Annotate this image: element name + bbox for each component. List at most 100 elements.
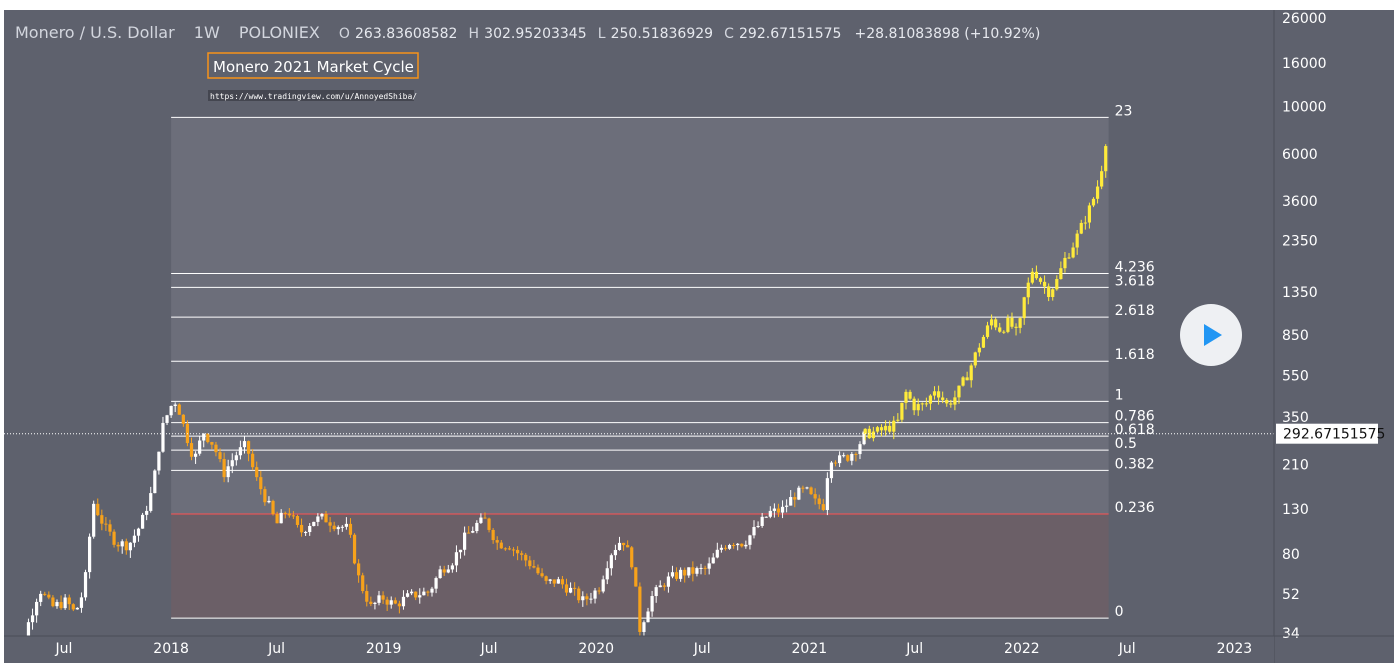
- projection-candle: [1079, 219, 1083, 235]
- history-candle: [426, 590, 430, 597]
- chart-area[interactable]: 23 4.236 3.618 2.618 1.618 1 0.786 0.618 0.5 0.38…: [4, 10, 1394, 663]
- candle-body: [511, 549, 516, 551]
- history-candle: [552, 579, 556, 587]
- history-candle: [487, 517, 491, 533]
- history-candle: [35, 598, 39, 623]
- candle-body: [1042, 281, 1047, 287]
- history-candle: [198, 435, 202, 456]
- projection-candle: [1018, 317, 1022, 334]
- candle-body: [711, 557, 715, 564]
- chart-canvas[interactable]: 234.2363.6182.6181.61810.7860.6180.50.38…: [4, 10, 1394, 663]
- projection-candle: [1059, 261, 1063, 280]
- candle-body: [507, 548, 512, 550]
- candle-body: [1051, 289, 1055, 298]
- candle-body: [658, 585, 662, 588]
- history-candle: [744, 540, 748, 549]
- candle-body: [471, 531, 475, 533]
- candle-body: [1083, 222, 1087, 224]
- candle-body: [401, 596, 406, 607]
- candle-body: [165, 415, 169, 423]
- projection-candle: [1083, 215, 1087, 230]
- candle-body: [1006, 317, 1010, 332]
- candle-body: [936, 391, 941, 398]
- x-tick-label: 2020: [578, 641, 614, 657]
- candle-body: [748, 535, 752, 545]
- candle-body: [772, 508, 776, 511]
- history-candle: [670, 565, 675, 579]
- candle-body: [666, 576, 671, 587]
- candle-body: [548, 579, 552, 581]
- candle-body: [817, 498, 821, 505]
- history-candle: [740, 543, 744, 548]
- candle-body: [920, 403, 924, 405]
- candle-body: [994, 319, 998, 328]
- candle-body: [63, 597, 67, 609]
- play-button[interactable]: [1180, 304, 1242, 366]
- history-candle: [532, 559, 536, 569]
- candle-body: [475, 522, 479, 532]
- time-axis[interactable]: Jul 2018 Jul 2019 Jul 2020 Jul 2021 Jul 2022 Jul 20…: [4, 635, 1394, 663]
- candle-body: [251, 453, 255, 468]
- candle-body: [756, 525, 760, 528]
- history-candle: [723, 545, 728, 551]
- history-candle: [683, 567, 687, 583]
- history-candle: [821, 498, 825, 512]
- candle-body: [732, 544, 736, 546]
- candle-body: [719, 547, 723, 550]
- candle-body: [35, 601, 39, 616]
- history-candle: [748, 534, 752, 550]
- history-candle: [96, 498, 100, 517]
- history-candle: [793, 492, 797, 508]
- candle-body: [953, 397, 957, 405]
- history-candle: [687, 567, 691, 578]
- fib-label-1: 1: [1115, 387, 1124, 403]
- history-candle: [63, 594, 67, 610]
- candle-body: [418, 595, 422, 598]
- projection-candle: [1104, 144, 1108, 178]
- candle-body: [352, 534, 357, 564]
- candle-body: [908, 391, 912, 399]
- price-axis[interactable]: 26000 16000 10000 6000 3600 2350 1350 850 550 350…: [1282, 11, 1327, 642]
- history-candle: [707, 557, 711, 575]
- candle-body: [985, 325, 990, 337]
- fib-label-3-618: 3.618: [1115, 273, 1155, 289]
- candle-body: [1038, 278, 1043, 282]
- candle-body: [43, 593, 47, 595]
- history-candle: [768, 506, 772, 519]
- candle-body: [157, 451, 161, 471]
- history-candle: [430, 586, 434, 597]
- price-tag-label: 292.67151575: [1283, 427, 1385, 443]
- projection-candle: [871, 426, 875, 442]
- annotation-title-box[interactable]: Monero 2021 Market Cycle: [207, 52, 419, 79]
- history-candle: [577, 586, 581, 604]
- history-candle: [560, 575, 565, 589]
- history-candle: [389, 596, 393, 609]
- history-candle: [39, 590, 43, 607]
- fib-label-0-382: 0.382: [1115, 456, 1155, 472]
- annotation-url-box[interactable]: https://www.tradingview.com/u/AnnoyedShi…: [208, 90, 417, 101]
- candle-body: [438, 569, 442, 579]
- history-candle: [605, 561, 609, 585]
- history-candle: [405, 590, 410, 598]
- history-candle: [324, 511, 328, 523]
- candle-body: [797, 487, 801, 500]
- history-candle: [279, 509, 283, 524]
- history-candle: [511, 547, 516, 557]
- history-candle: [291, 511, 296, 520]
- candle-body: [1059, 268, 1063, 280]
- candle-body: [715, 549, 719, 558]
- candle-body: [601, 579, 605, 592]
- history-candle: [467, 526, 471, 534]
- candle-body: [760, 516, 764, 526]
- candle-body: [1071, 247, 1075, 258]
- low-label: L: [598, 26, 606, 42]
- candle-body: [487, 518, 491, 530]
- candle-body: [829, 462, 834, 479]
- history-candle: [422, 587, 426, 596]
- candle-body: [291, 515, 296, 517]
- candle-body: [499, 542, 503, 549]
- high-label: H: [469, 26, 480, 42]
- history-candle: [304, 530, 308, 537]
- candle-body: [1095, 186, 1100, 199]
- history-candle: [120, 539, 124, 554]
